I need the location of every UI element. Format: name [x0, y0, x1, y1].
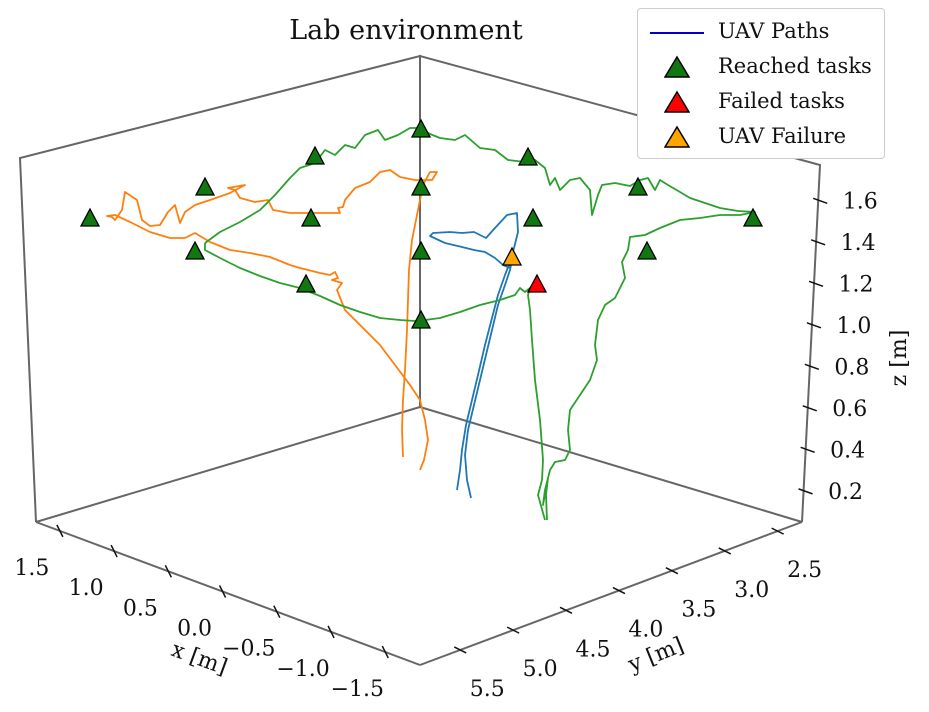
- task-marker-reached: [742, 207, 764, 227]
- y-tick-label: 2.5: [787, 558, 822, 583]
- legend-label: Failed tasks: [718, 89, 845, 113]
- legend-label: Reached tasks: [718, 54, 872, 78]
- y-axis-line: [419, 521, 803, 666]
- floor-edge-back-right: [419, 406, 803, 523]
- x-tick-label: −1.0: [276, 657, 329, 682]
- y-tick-label: 4.0: [628, 618, 663, 643]
- z-tick: [810, 239, 826, 246]
- z-tick: [806, 322, 822, 329]
- legend-label: UAV Paths: [718, 19, 830, 43]
- y-tick: [506, 626, 520, 634]
- x-tick-label: 0.5: [123, 596, 158, 621]
- task-marker-reached: [194, 176, 216, 196]
- x-tick-label: −0.5: [222, 637, 275, 662]
- uav-path: [106, 169, 438, 471]
- z-tick-label: 1.6: [843, 189, 878, 214]
- task-marker-reached: [300, 207, 322, 227]
- z-tick: [812, 197, 828, 204]
- y-tick-label: 5.0: [523, 657, 558, 682]
- legend-item-failed-tasks: Failed tasks: [638, 85, 884, 119]
- z-axis-ticks: 0.2 0.4 0.6 0.8 1.0 1.2 1.4 1.6: [798, 189, 878, 505]
- task-marker-reached: [627, 176, 649, 196]
- task-marker-reached: [410, 309, 432, 329]
- y-tick: [453, 646, 467, 654]
- task-marker-reached: [636, 240, 658, 260]
- task-marker-reached: [522, 207, 544, 227]
- legend-item-reached-tasks: Reached tasks: [638, 50, 884, 84]
- x-axis-ticks: 1.5 1.0 0.5 0.0 −0.5−1.0−1.5: [14, 524, 389, 702]
- uav-path: [429, 212, 519, 499]
- task-marker-reached: [295, 273, 317, 293]
- z-tick-label: 0.4: [830, 438, 865, 463]
- x-tick: [164, 564, 173, 578]
- task-marker-reached: [517, 146, 539, 166]
- uav-path: [204, 127, 756, 521]
- x-axis-line: [35, 521, 421, 666]
- y-tick: [559, 606, 573, 615]
- task-markers: [79, 118, 764, 329]
- green-triangle-icon: [664, 55, 690, 78]
- y-tick: [771, 527, 784, 535]
- x-tick: [218, 585, 227, 598]
- z-tick: [798, 488, 813, 495]
- back-left-wall: [18, 54, 421, 523]
- z-axis-label: z [m]: [887, 330, 912, 387]
- z-tick-label: 1.4: [841, 231, 876, 256]
- z-tick: [800, 446, 815, 454]
- x-tick-label: −1.5: [331, 677, 384, 702]
- y-axis-ticks: 5.5 5.0 4.5 4.0 3.5 3.0 2.5: [453, 527, 822, 702]
- x-tick: [110, 544, 118, 558]
- task-marker-reached: [184, 240, 206, 260]
- y-tick: [665, 567, 679, 575]
- uav-path: [204, 243, 546, 521]
- y-tick-label: 4.5: [576, 637, 611, 662]
- y-tick-label: 3.0: [734, 578, 769, 603]
- z-tick: [808, 280, 824, 288]
- z-tick-label: 1.0: [836, 314, 871, 339]
- x-tick-label: 0.0: [177, 616, 212, 641]
- legend-label: UAV Failure: [718, 124, 847, 148]
- task-marker-reached: [410, 240, 432, 260]
- x-tick: [327, 625, 335, 639]
- y-tick: [612, 586, 626, 595]
- x-tick: [56, 524, 64, 538]
- x-tick-label: 1.0: [69, 576, 104, 601]
- legend: UAV Paths Reached tasks Failed tasks UAV…: [637, 8, 885, 159]
- y-tick-label: 5.5: [470, 677, 505, 702]
- chart-title: Lab environment: [289, 15, 523, 46]
- x-axis-label: x [m]: [168, 637, 231, 680]
- z-tick-label: 1.2: [839, 272, 874, 297]
- x-tick: [273, 605, 281, 619]
- task-marker-reached: [410, 176, 432, 196]
- x-tick-label: 1.5: [14, 556, 49, 581]
- task-marker-failed: [526, 273, 548, 293]
- axes-frame: [18, 54, 822, 666]
- task-marker-uav-failure: [501, 246, 523, 266]
- task-marker-reached: [304, 145, 326, 165]
- legend-item-uav-failure: UAV Failure: [638, 120, 884, 154]
- y-tick: [718, 547, 732, 555]
- task-marker-reached: [410, 118, 432, 138]
- x-tick: [381, 645, 389, 659]
- line-swatch-icon: [650, 32, 704, 34]
- red-triangle-icon: [664, 90, 690, 113]
- z-tick: [804, 363, 820, 371]
- z-tick: [802, 405, 818, 412]
- z-tick-label: 0.2: [828, 480, 863, 505]
- z-tick-label: 0.8: [834, 355, 869, 380]
- task-marker-reached: [79, 207, 101, 227]
- back-right-wall: [419, 54, 822, 523]
- z-tick-label: 0.6: [832, 397, 867, 422]
- y-tick-label: 3.5: [681, 598, 716, 623]
- orange-triangle-icon: [664, 125, 690, 148]
- legend-item-uav-paths: UAV Paths: [638, 15, 884, 49]
